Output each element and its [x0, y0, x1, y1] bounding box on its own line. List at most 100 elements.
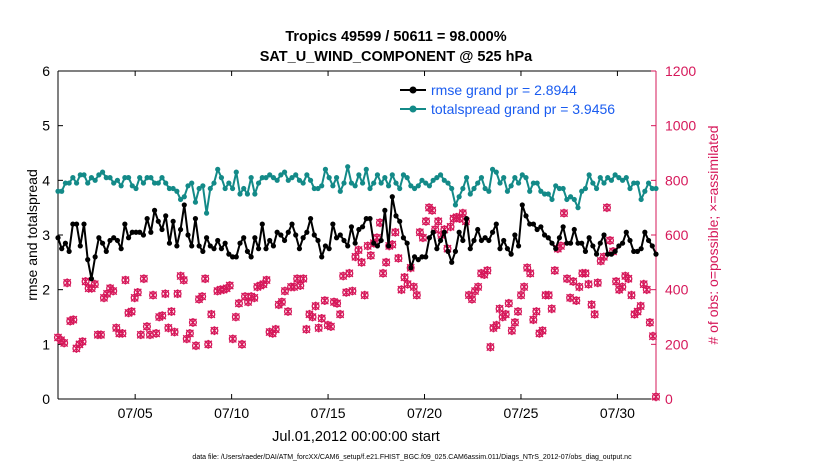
right-y-tick-label: 400 — [665, 282, 689, 298]
spread-point — [501, 175, 507, 181]
rmse-point — [148, 229, 154, 235]
obs-assimilated-marker — [63, 278, 72, 288]
spread-point — [549, 196, 555, 203]
obs-assimilated-marker — [136, 330, 145, 340]
rmse-point — [203, 235, 210, 241]
rmse-point — [359, 224, 366, 230]
rmse-point — [333, 235, 340, 241]
obs-assimilated-marker — [152, 329, 161, 338]
rmse-point — [170, 218, 176, 224]
obs-assimilated-marker — [434, 216, 443, 226]
spread-point — [263, 175, 269, 181]
x-tick-label: 07/20 — [407, 405, 442, 421]
spread-point — [616, 175, 622, 181]
spread-point — [189, 180, 195, 186]
obs-assimilated-marker — [262, 275, 271, 285]
obs-assimilated-marker — [228, 334, 237, 344]
spread-point — [341, 180, 347, 186]
obs-assimilated-marker — [109, 286, 118, 296]
rmse-point — [200, 248, 206, 254]
rmse-point — [493, 221, 499, 227]
rmse-point — [463, 216, 470, 222]
spread-point — [449, 185, 455, 192]
rmse-point — [545, 235, 551, 241]
spread-point — [553, 183, 559, 189]
obs-assimilated-marker — [532, 307, 541, 316]
rmse-point — [111, 235, 117, 241]
rmse-point — [423, 254, 429, 260]
obs-assimilated-marker — [412, 290, 421, 300]
spread-point — [218, 175, 225, 181]
spread-point — [125, 175, 132, 181]
obs-assimilated-marker — [382, 257, 391, 267]
left-y-ticks: 0 1 2 3 4 5 6 — [42, 63, 63, 407]
rmse-point — [92, 254, 98, 260]
right-y-tick-label: 0 — [665, 391, 673, 407]
obs-assimilated-marker — [207, 309, 216, 319]
obs-assimilated-marker — [320, 296, 329, 305]
right-y-tick-label: 200 — [665, 336, 689, 352]
spread-point — [478, 175, 485, 181]
spread-point — [222, 185, 228, 192]
rmse-point — [237, 240, 243, 246]
obs-assimilated-marker — [191, 341, 201, 351]
obs-assimilated-marker — [277, 297, 286, 307]
x-tick-label: 07/30 — [600, 405, 635, 421]
obs-assimilated-marker — [593, 278, 602, 288]
spread-point — [248, 175, 254, 181]
obs-assimilated-marker — [326, 322, 335, 331]
spread-point — [441, 177, 447, 183]
spread-point — [512, 175, 518, 181]
spread-point — [289, 175, 295, 181]
right-y-tick-label: 800 — [665, 172, 689, 188]
rmse-point — [311, 232, 317, 238]
obs-assimilated-marker — [446, 222, 455, 232]
spread-point — [226, 180, 232, 186]
rmse-point — [382, 207, 388, 213]
spread-point — [541, 191, 548, 197]
rmse-point — [430, 229, 436, 235]
obs-assimilated-marker — [510, 318, 519, 327]
spread-point — [62, 180, 69, 186]
spread-point — [634, 180, 641, 186]
rmse-point — [222, 240, 228, 246]
rmse-point — [508, 251, 514, 257]
rmse-point — [564, 240, 570, 246]
rmse-point — [185, 232, 191, 238]
rmse-point — [348, 224, 355, 230]
rmse-point — [367, 216, 373, 222]
right-y-axis-label: # of obs: o=possible; ×=assimilated — [705, 125, 721, 344]
legend-spread-label: totalspread grand pr = 3.9456 — [431, 101, 615, 117]
obs-assimilated-marker — [69, 315, 78, 325]
obs-assimilated-marker — [210, 326, 219, 336]
spread-point — [463, 175, 470, 181]
rmse-point — [151, 207, 158, 213]
obs-assimilated-marker — [96, 330, 105, 340]
spread-point — [456, 194, 462, 200]
right-y-ticks: 0 200 400 600 800 1000 1200 — [651, 63, 696, 407]
rmse-point — [267, 237, 273, 244]
spread-point — [326, 175, 332, 181]
spread-point — [534, 180, 540, 186]
spread-point — [593, 185, 600, 192]
rmse-point — [634, 248, 641, 254]
spread-point — [367, 185, 373, 192]
rmse-point — [211, 246, 217, 252]
obs-assimilated-marker — [188, 318, 197, 327]
obs-assimilated-marker — [360, 290, 369, 300]
spread-point — [307, 177, 314, 183]
rmse-point — [207, 243, 213, 249]
rmse-point — [415, 257, 421, 263]
spread-point — [122, 175, 128, 181]
rmse-point — [397, 218, 403, 224]
spread-point — [211, 180, 217, 186]
spread-point — [404, 175, 410, 181]
spread-point — [482, 185, 488, 192]
obs-assimilated-marker — [354, 245, 363, 255]
rmse-point — [582, 248, 589, 254]
spread-point — [229, 185, 236, 192]
rmse-point — [122, 221, 128, 227]
rmse-point — [579, 240, 585, 246]
rmse-point — [515, 243, 522, 249]
spread-point — [215, 166, 221, 172]
